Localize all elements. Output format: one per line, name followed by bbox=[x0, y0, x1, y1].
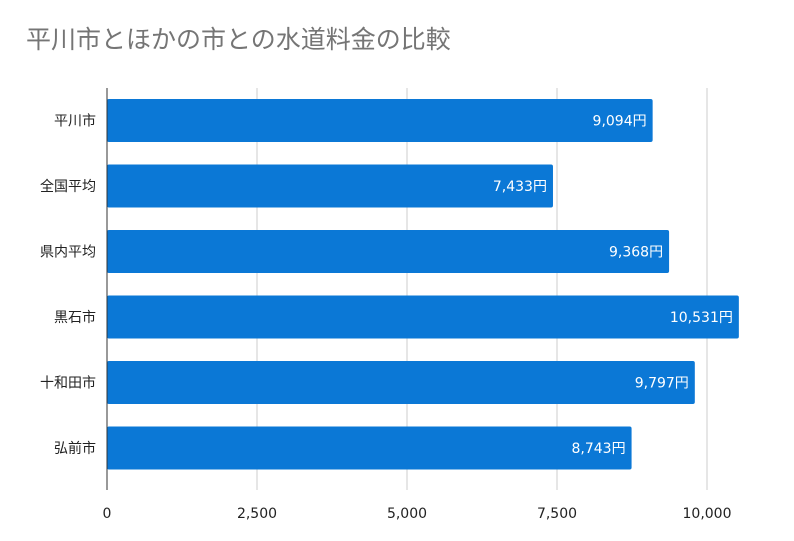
category-label: 県内平均 bbox=[40, 245, 96, 261]
category-label: 弘前市 bbox=[54, 440, 96, 457]
bar bbox=[107, 426, 632, 470]
bars: 9,094円 7,433円 9,368円 10,531円 9,797円 8,743円 bbox=[107, 99, 739, 470]
bar bbox=[107, 295, 739, 339]
x-tick-label: 10,000 bbox=[683, 506, 732, 522]
category-label: 全国平均 bbox=[40, 178, 96, 195]
bar bbox=[107, 361, 695, 404]
x-tick-label: 5,000 bbox=[387, 506, 427, 522]
category-label: 黒石市 bbox=[54, 309, 96, 326]
x-tick-label: 2,500 bbox=[237, 506, 277, 522]
data-label: 9,094円 bbox=[593, 114, 647, 130]
data-label: 9,797円 bbox=[635, 376, 689, 392]
category-label: 平川市 bbox=[54, 113, 96, 130]
data-label: 9,368円 bbox=[609, 245, 663, 261]
category-label: 十和田市 bbox=[40, 375, 96, 392]
data-label: 7,433円 bbox=[493, 179, 547, 195]
data-label: 8,743円 bbox=[571, 441, 625, 457]
x-tick-label: 0 bbox=[103, 506, 112, 522]
x-tick-labels: 0 2,500 5,000 7,500 10,000 bbox=[103, 506, 732, 522]
chart-title: 平川市とほかの市との水道料金の比較 bbox=[26, 25, 451, 54]
x-tick-label: 7,500 bbox=[537, 506, 577, 522]
data-label: 10,531円 bbox=[670, 310, 733, 326]
grid-lines bbox=[256, 88, 708, 490]
bar bbox=[107, 99, 653, 142]
bar bbox=[107, 164, 553, 208]
bar bbox=[107, 230, 670, 273]
